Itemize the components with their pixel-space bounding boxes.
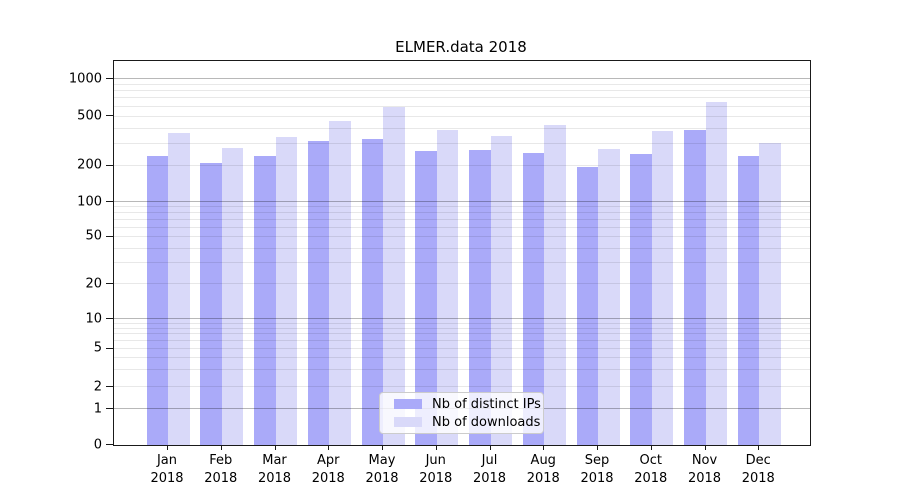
x-tick-mark-dec [758, 445, 760, 450]
legend-entry-downloads: Nb of downloads [388, 415, 540, 430]
x-tick-mark-apr [328, 445, 330, 450]
y-tick-mark-10 [106, 318, 113, 320]
y-tick-mark-20 [106, 283, 113, 285]
x-tick-mark-sep [597, 445, 598, 450]
x-tick-label-may: May 2018 [365, 453, 399, 486]
x-tick-mark-aug [543, 445, 545, 450]
bar-nov-distinct-ips [684, 129, 706, 445]
bar-jan-distinct-ips [146, 156, 168, 445]
legend-label-downloads: Nb of downloads [432, 414, 541, 430]
bar-mar-distinct-ips [254, 156, 276, 445]
bar-jul-distinct-ips [469, 149, 491, 445]
y-tick-label-2: 2 [93, 379, 102, 395]
x-tick-label-nov: Nov 2018 [687, 453, 722, 486]
bar-jun-distinct-ips [415, 150, 437, 445]
x-tick-mark-jul [489, 445, 491, 450]
y-tick-label-100: 100 [77, 194, 102, 209]
bar-dec-downloads [759, 143, 781, 445]
x-tick-label-feb: Feb 2018 [204, 453, 238, 486]
bar-feb-distinct-ips [200, 163, 222, 445]
legend-entry-distinct-ips: Nb of distinct IPs [388, 397, 541, 412]
bar-aug-distinct-ips [522, 152, 545, 445]
plot-area: Nb of distinct IPs Nb of downloads [113, 60, 811, 446]
x-tick-label-dec: Dec 2018 [741, 453, 775, 486]
bar-jan-downloads [168, 132, 190, 445]
bar-apr-downloads [329, 121, 351, 445]
x-tick-label-jan: Jan 2018 [150, 453, 184, 486]
y-tick-label-10: 10 [85, 311, 102, 327]
legend-label-distinct-ips: Nb of distinct IPs [432, 396, 541, 412]
y-tick-mark-1 [106, 408, 113, 410]
bar-feb-downloads [221, 147, 244, 445]
x-tick-label-jul: Jul 2018 [472, 453, 507, 486]
x-tick-mark-jan [167, 445, 168, 450]
y-tick-label-1000: 1000 [68, 71, 102, 87]
bar-mar-downloads [275, 137, 297, 445]
bar-oct-downloads [651, 131, 674, 445]
x-tick-mark-oct [650, 445, 652, 450]
minor-gridline-900 [114, 83, 810, 85]
x-tick-label-mar: Mar 2018 [257, 453, 292, 486]
x-tick-mark-feb [220, 445, 222, 450]
bar-jul-downloads [490, 135, 512, 445]
bar-dec-distinct-ips [737, 156, 760, 445]
bar-jun-downloads [436, 129, 459, 445]
legend: Nb of distinct IPs Nb of downloads [379, 392, 544, 434]
chart-title: ELMER.data 2018 [395, 38, 527, 56]
y-tick-label-5: 5 [93, 340, 102, 356]
bar-nov-downloads [705, 101, 727, 445]
y-tick-label-1: 1 [93, 401, 102, 417]
bar-sep-downloads [598, 148, 620, 445]
y-tick-mark-200 [106, 164, 113, 166]
bar-apr-distinct-ips [307, 140, 330, 445]
minor-gridline-800 [114, 90, 810, 92]
legend-swatch-downloads [394, 417, 422, 427]
y-tick-mark-50 [106, 235, 113, 237]
x-tick-label-jun: Jun 2018 [419, 453, 453, 486]
x-tick-label-oct: Oct 2018 [634, 453, 668, 486]
y-tick-label-200: 200 [77, 157, 102, 173]
x-tick-label-sep: Sep 2018 [580, 453, 614, 486]
y-tick-label-20: 20 [85, 276, 102, 292]
bar-oct-distinct-ips [630, 153, 652, 445]
x-tick-mark-nov [704, 445, 706, 450]
bar-may-downloads [383, 106, 405, 445]
legend-swatch-distinct-ips [394, 399, 422, 409]
y-tick-mark-0 [106, 444, 113, 445]
major-gridline-1000 [114, 78, 810, 80]
y-tick-mark-1000 [106, 78, 113, 80]
x-tick-mark-mar [274, 445, 276, 450]
y-tick-label-0: 0 [93, 437, 102, 452]
x-tick-mark-may [382, 445, 383, 450]
y-tick-label-500: 500 [77, 108, 102, 124]
bar-aug-downloads [544, 124, 566, 445]
minor-gridline-700 [114, 97, 810, 99]
x-tick-mark-jun [435, 445, 437, 450]
y-tick-label-50: 50 [85, 228, 102, 244]
y-tick-mark-500 [106, 115, 113, 117]
bar-sep-distinct-ips [576, 167, 598, 445]
y-tick-mark-100 [106, 201, 113, 202]
x-tick-label-aug: Aug 2018 [526, 453, 560, 486]
y-tick-mark-5 [106, 347, 113, 349]
y-tick-mark-2 [106, 386, 113, 388]
x-tick-label-apr: Apr 2018 [311, 453, 345, 486]
bar-may-distinct-ips [361, 138, 383, 445]
